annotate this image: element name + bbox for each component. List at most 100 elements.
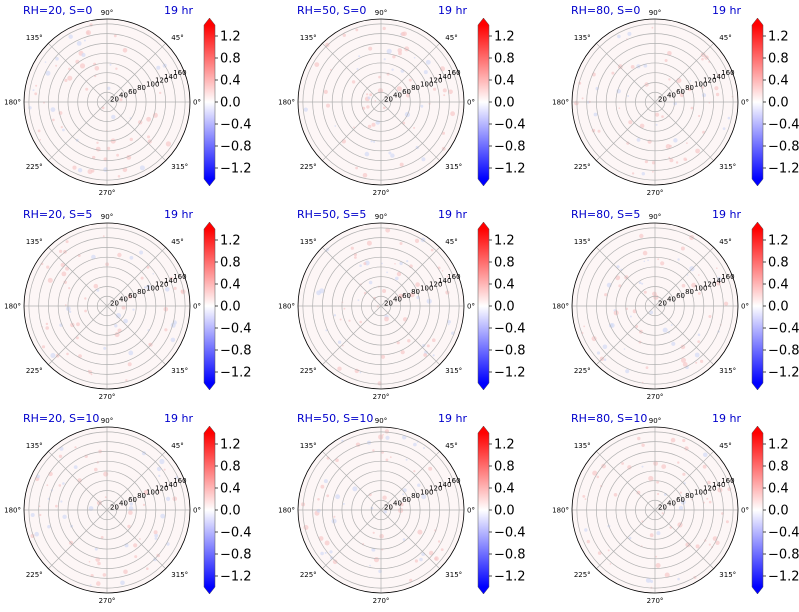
field-speckle bbox=[385, 227, 391, 233]
field-speckle bbox=[382, 495, 387, 500]
angle-tick-label: 0° bbox=[193, 99, 201, 107]
radial-tick-label: 60 bbox=[676, 88, 685, 96]
radial-tick-label: 140 bbox=[438, 481, 451, 489]
field-speckle bbox=[68, 287, 71, 290]
field-speckle bbox=[156, 466, 162, 472]
field-speckle bbox=[383, 509, 388, 514]
colorbar-extend-low bbox=[752, 383, 763, 390]
panel-time-label: 19 hr bbox=[438, 208, 467, 221]
panel-time-label: 19 hr bbox=[438, 412, 467, 425]
field-speckle bbox=[680, 246, 685, 251]
angular-gridline bbox=[380, 509, 440, 569]
field-speckle bbox=[722, 127, 726, 130]
colorbar-tick-label: −0.8 bbox=[220, 548, 252, 563]
angle-tick-label: 270° bbox=[647, 597, 664, 605]
field-speckle bbox=[670, 324, 673, 326]
field-speckle bbox=[613, 493, 618, 497]
colorbar-gradient bbox=[478, 25, 489, 179]
angle-tick-label: 225° bbox=[300, 571, 317, 579]
field-speckle bbox=[643, 63, 648, 68]
field-speckle bbox=[335, 458, 339, 463]
angular-gridline bbox=[596, 101, 656, 161]
field-speckle bbox=[668, 156, 671, 159]
field-speckle bbox=[64, 78, 68, 82]
field-speckle bbox=[639, 123, 645, 129]
colorbar-tick-label: −0.4 bbox=[494, 322, 526, 337]
radial-tick-label: 140 bbox=[712, 481, 725, 489]
field-speckle bbox=[368, 280, 373, 285]
field-speckle bbox=[355, 166, 358, 170]
colorbar-tick-label: 0.4 bbox=[494, 74, 515, 89]
radial-tick-label: 20 bbox=[384, 95, 393, 103]
colorbar-tick-label: −0.8 bbox=[494, 344, 526, 359]
radial-tick-label: 40 bbox=[119, 92, 128, 100]
field-speckle bbox=[32, 89, 35, 92]
angle-tick-label: 225° bbox=[26, 163, 43, 171]
field-speckle bbox=[127, 362, 132, 367]
field-speckle bbox=[414, 559, 418, 563]
panel-title: RH=50, S=5 bbox=[297, 208, 366, 221]
angular-gridline bbox=[654, 247, 714, 307]
field-speckle bbox=[143, 490, 149, 495]
field-speckle bbox=[682, 438, 686, 443]
colorbar-extend-high bbox=[478, 222, 489, 229]
field-speckle bbox=[58, 454, 63, 458]
field-speckle bbox=[103, 471, 109, 477]
field-speckle bbox=[129, 502, 133, 506]
colorbar-tick-label: 1.2 bbox=[220, 438, 241, 453]
field-speckle bbox=[645, 366, 649, 369]
field-speckle bbox=[405, 458, 408, 461]
field-speckle bbox=[398, 293, 404, 299]
radial-tick-label: 140 bbox=[712, 73, 725, 81]
field-speckle bbox=[367, 124, 372, 129]
angular-gridline bbox=[596, 43, 656, 103]
angle-tick-label: 315° bbox=[445, 571, 462, 579]
field-speckle bbox=[355, 28, 359, 32]
radial-tick-label: 140 bbox=[438, 277, 451, 285]
field-speckle bbox=[314, 62, 320, 67]
field-speckle bbox=[432, 354, 435, 357]
angular-gridline bbox=[48, 451, 108, 511]
colorbar-extend-high bbox=[204, 426, 215, 433]
field-speckle bbox=[94, 66, 100, 71]
angle-tick-label: 135° bbox=[574, 34, 591, 42]
radial-tick-label: 100 bbox=[146, 488, 159, 496]
field-speckle bbox=[92, 155, 96, 160]
field-speckle bbox=[116, 153, 119, 157]
field-speckle bbox=[102, 573, 107, 577]
field-speckle bbox=[158, 474, 161, 477]
field-speckle bbox=[104, 496, 107, 499]
panel-time-label: 19 hr bbox=[438, 4, 467, 17]
field-speckle bbox=[391, 68, 394, 71]
field-speckle bbox=[423, 447, 425, 449]
colorbar-tick-label: −1.2 bbox=[220, 162, 252, 177]
field-speckle bbox=[671, 341, 676, 346]
angular-gridline bbox=[106, 247, 166, 307]
field-speckle bbox=[597, 551, 602, 555]
field-speckle bbox=[45, 322, 49, 326]
angular-gridline bbox=[654, 305, 714, 365]
angular-gridline bbox=[322, 247, 382, 307]
field-speckle bbox=[402, 31, 407, 37]
field-speckle bbox=[636, 138, 641, 142]
radial-tick-label: 160 bbox=[721, 69, 734, 77]
radial-tick-label: 100 bbox=[420, 80, 433, 88]
field-speckle bbox=[715, 92, 720, 97]
colorbar-tick-label: 0.8 bbox=[220, 256, 241, 271]
field-speckle bbox=[636, 490, 641, 495]
field-speckle bbox=[50, 353, 56, 358]
colorbar-extend-low bbox=[478, 179, 489, 186]
field-speckle bbox=[697, 292, 701, 295]
colorbar-tick-label: 0.8 bbox=[220, 460, 241, 475]
field-speckle bbox=[617, 64, 623, 70]
angle-tick-label: 270° bbox=[647, 393, 664, 401]
field-speckle bbox=[384, 316, 389, 322]
field-speckle bbox=[651, 26, 654, 29]
field-speckle bbox=[354, 256, 357, 259]
field-speckle bbox=[680, 344, 686, 350]
angle-tick-label: 180° bbox=[278, 99, 295, 107]
field-speckle bbox=[320, 484, 325, 489]
angle-tick-label: 0° bbox=[467, 507, 475, 515]
radial-tick-label: 80 bbox=[411, 84, 420, 92]
field-speckle bbox=[332, 559, 338, 565]
